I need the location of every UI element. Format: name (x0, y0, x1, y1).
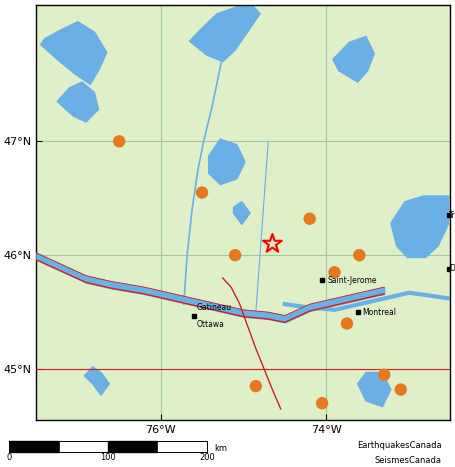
Polygon shape (85, 367, 109, 395)
Point (232, 251, 239, 259)
Text: 200: 200 (199, 453, 215, 462)
Text: SeismesCanada: SeismesCanada (375, 456, 442, 465)
Point (331, 269, 338, 276)
Point (356, 251, 363, 259)
Text: Drum: Drum (449, 264, 455, 273)
Text: EarthquakesCanada: EarthquakesCanada (357, 441, 442, 450)
Point (380, 371, 388, 378)
Polygon shape (233, 202, 250, 225)
Text: Ottawa: Ottawa (197, 320, 225, 329)
Point (397, 386, 404, 393)
Polygon shape (333, 36, 374, 82)
Polygon shape (358, 373, 391, 407)
Text: km: km (214, 444, 227, 453)
Point (343, 320, 350, 327)
Point (306, 215, 313, 222)
Point (269, 240, 276, 248)
Polygon shape (190, 2, 260, 62)
Text: Saint-Jerome: Saint-Jerome (327, 276, 377, 285)
Polygon shape (209, 139, 245, 184)
Text: Gatineau: Gatineau (197, 303, 232, 312)
Point (252, 382, 259, 390)
Polygon shape (40, 22, 107, 85)
Point (116, 138, 123, 145)
Text: 0: 0 (6, 453, 12, 462)
Text: Trois-: Trois- (449, 211, 455, 220)
Point (318, 399, 326, 407)
Polygon shape (391, 196, 449, 257)
Polygon shape (57, 82, 98, 122)
Text: Montreal: Montreal (363, 308, 397, 317)
Point (198, 189, 206, 196)
Text: 100: 100 (100, 453, 116, 462)
